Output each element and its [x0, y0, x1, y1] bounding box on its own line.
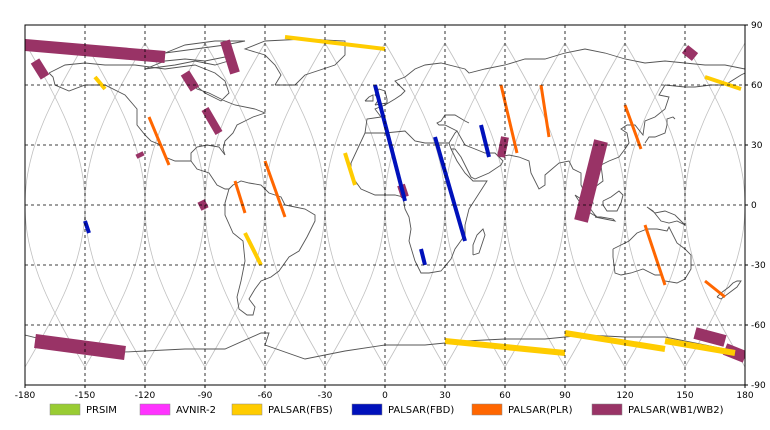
swath: [135, 151, 145, 159]
swath: [704, 75, 742, 91]
x-tick-label: 0: [382, 391, 388, 401]
y-tick-label: -90: [751, 381, 766, 391]
swath: [147, 116, 171, 166]
legend-label: PRSIM: [86, 405, 117, 416]
coastline: [498, 72, 745, 205]
coastline: [364, 48, 745, 134]
x-tick-label: 120: [616, 391, 633, 401]
orbit-track: [25, 42, 86, 368]
swath: [497, 136, 509, 158]
swath: [83, 220, 91, 234]
swath: [343, 152, 357, 186]
legend-label: PALSAR(WB1/WB2): [628, 405, 724, 416]
swath: [433, 136, 467, 242]
y-tick-label: 90: [751, 21, 763, 31]
swath: [197, 199, 209, 211]
y-tick-label: -60: [751, 321, 766, 331]
swath: [25, 39, 166, 63]
legend-label: AVNIR-2: [176, 405, 216, 416]
swath: [444, 338, 566, 356]
swath: [643, 224, 667, 286]
x-tick-label: 150: [676, 391, 693, 401]
swath: [664, 338, 736, 356]
swath: [479, 124, 491, 158]
swath: [243, 232, 263, 266]
swath: [681, 45, 699, 61]
swath: [180, 70, 200, 92]
x-tick-label: -60: [258, 391, 273, 401]
grid-lines: [25, 25, 745, 385]
legend-label: PALSAR(PLR): [508, 405, 573, 416]
coastline: [451, 130, 504, 180]
swath: [539, 84, 551, 138]
swath: [499, 84, 519, 154]
swath: [574, 139, 608, 223]
swath: [263, 160, 287, 218]
swath: [30, 58, 50, 80]
coastline: [350, 130, 488, 274]
y-tick-label: 30: [751, 141, 763, 151]
x-tick-label: 60: [499, 391, 511, 401]
x-tick-label: -90: [198, 391, 213, 401]
swath: [93, 75, 107, 91]
x-tick-label: -180: [15, 391, 36, 401]
coastline: [472, 228, 486, 256]
swath: [34, 334, 126, 360]
swath: [419, 248, 427, 266]
swath: [623, 104, 643, 150]
coastline: [25, 332, 745, 360]
legend-swatch: [351, 403, 383, 416]
swath: [564, 330, 666, 352]
x-tick-label: -150: [75, 391, 96, 401]
swath: [233, 180, 247, 214]
x-tick-label: -120: [135, 391, 156, 401]
legend-swatch: [49, 403, 81, 416]
coastline: [644, 116, 676, 144]
x-tick-label: -30: [318, 391, 333, 401]
y-tick-labels: 90 60 30 0 -30 -60 -90: [745, 21, 766, 391]
swath: [704, 279, 726, 299]
x-tick-label: 90: [559, 391, 571, 401]
coastline: [436, 114, 470, 144]
coastline: [612, 225, 692, 284]
legend-swatch: [471, 403, 503, 416]
legend-swatch: [591, 403, 623, 416]
legend: PRSIM AVNIR-2 PALSAR(FBS) PALSAR(FBD) PALSAR…: [49, 403, 724, 416]
x-tick-label: 30: [439, 391, 451, 401]
legend-swatch: [139, 403, 171, 416]
legend-label: PALSAR(FBS): [268, 405, 333, 416]
swath: [220, 39, 240, 75]
y-tick-label: 60: [751, 81, 763, 91]
x-tick-label: 180: [736, 391, 753, 401]
coastline: [594, 216, 617, 222]
legend-label: PALSAR(FBD): [388, 405, 454, 416]
coastline: [602, 190, 624, 212]
swath: [284, 35, 386, 51]
swaths: [25, 35, 745, 363]
swath: [373, 84, 407, 202]
swath: [693, 327, 727, 347]
x-tick-labels: -180 -150 -120 -90 -60 -30 0 30 60 90 120 150 180: [15, 385, 754, 401]
legend-swatch: [231, 403, 263, 416]
coastline: [646, 206, 686, 226]
swath: [201, 106, 223, 136]
coastline: [364, 94, 374, 102]
coastline: [164, 40, 246, 54]
y-tick-label: 0: [751, 201, 757, 211]
y-tick-label: -30: [751, 261, 766, 271]
